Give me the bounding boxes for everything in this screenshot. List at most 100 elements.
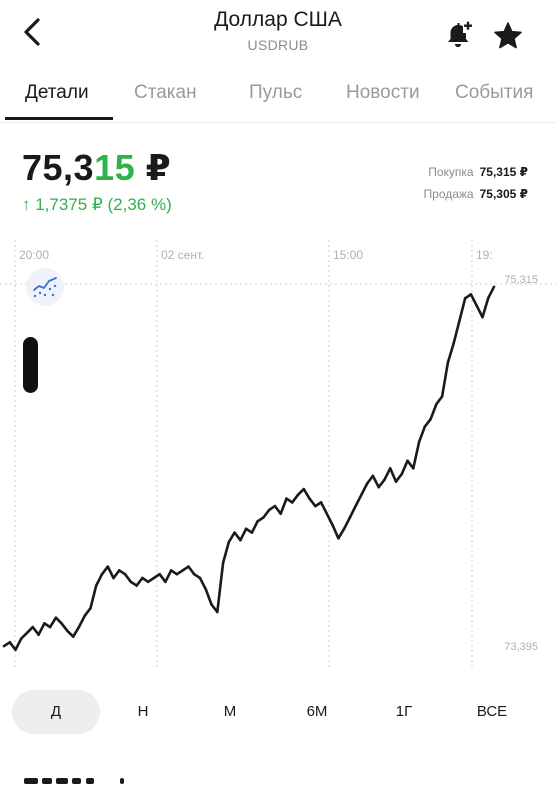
price-line-segment (71, 625, 81, 638)
price-chart[interactable]: 20:00 02 сент. 15:00 19: 75,315 73,395 (0, 240, 556, 670)
price-line-segment (239, 527, 248, 542)
price-line-segment (273, 504, 283, 516)
tab-details[interactable]: Детали (25, 82, 89, 103)
price-line-segment (429, 402, 438, 421)
buy-quote: Покупка 75,315 ₽ (428, 165, 528, 179)
price-line-segment (486, 285, 496, 300)
active-tab-indicator (5, 117, 113, 120)
x-tick-label: 15:00 (333, 248, 363, 262)
price-line-segment (342, 516, 352, 531)
tab-bar: Детали Стакан Пульс Новости События (0, 72, 556, 123)
period-month[interactable]: М (223, 703, 237, 720)
sell-quote: Продажа 75,305 ₽ (424, 187, 528, 201)
price-line-segment (469, 293, 479, 307)
period-6-months[interactable]: 6М (306, 703, 328, 720)
price-line-segment (371, 474, 381, 489)
price-line-segment (77, 614, 86, 629)
price-line-segment (48, 616, 58, 629)
price-line-segment (94, 572, 104, 587)
price-line-segment (60, 622, 69, 633)
back-chevron-icon[interactable] (18, 14, 48, 50)
price-chart-svg[interactable]: 20:00 02 сент. 15:00 19: 75,315 73,395 (0, 240, 556, 670)
price-line-segment (25, 625, 35, 635)
price-line-segment (89, 584, 98, 610)
price-line-segment (337, 527, 346, 540)
price-line-segment (198, 576, 208, 591)
x-tick-label: 02 сент. (161, 248, 204, 262)
period-week[interactable]: Н (137, 703, 149, 720)
sell-label: Продажа (423, 187, 474, 201)
price-line-segment (262, 508, 271, 519)
price-line-segment (106, 565, 115, 580)
price-line-segment (400, 459, 409, 476)
price-line-segment (233, 531, 242, 542)
price-line-segment (204, 587, 213, 606)
price-line-segment (354, 493, 363, 508)
price-block: 75,315 ₽ ↑ 1,7375 ₽ (2,36 %) Покупка 75,3… (0, 125, 556, 240)
price-line-segment (83, 606, 92, 618)
period-year[interactable]: 1Г (395, 703, 413, 720)
price-line-segment (135, 576, 144, 587)
header: Доллар США USDRUB (0, 0, 556, 70)
price-line-segment (458, 296, 467, 323)
x-tick-label: 20:00 (19, 248, 49, 262)
indicators-button[interactable] (26, 268, 64, 306)
price-line-segment (411, 440, 421, 470)
price-line-segment (37, 622, 46, 637)
price-line-segment (377, 478, 386, 489)
x-tick-label: 19: (476, 248, 493, 262)
price-main: 75,3 (22, 147, 95, 188)
price-line-segment (360, 482, 369, 497)
price-line-segment (319, 501, 329, 516)
price-line-segment (66, 629, 75, 638)
period-all[interactable]: ВСЕ (476, 703, 508, 720)
buy-value: 75,315 ₽ (479, 165, 528, 179)
price-highlight: 15 (94, 147, 136, 188)
tab-news[interactable]: Новости (346, 82, 420, 103)
price-line-segment (112, 569, 121, 580)
price-line-segment (446, 342, 455, 364)
tab-order-book[interactable]: Стакан (134, 82, 197, 103)
price-line-segment (325, 512, 334, 527)
cropped-section-heading (24, 770, 134, 800)
bell-plus-icon[interactable] (443, 20, 473, 50)
tab-pulse[interactable]: Пульс (249, 82, 303, 103)
price-currency: ₽ (135, 147, 172, 188)
price-line-segment (14, 637, 23, 652)
price-line-segment (388, 467, 398, 483)
price-line-segment (365, 474, 375, 485)
price-line-segment (475, 304, 484, 319)
price-line-segment (187, 565, 196, 576)
price-line-segment (435, 395, 444, 406)
sell-value: 75,305 ₽ (479, 187, 528, 201)
price-line-segment (440, 361, 450, 398)
chart-indicator-icon (33, 277, 57, 298)
price-line-segment (331, 523, 340, 540)
price-line-segment (158, 572, 167, 584)
price-line-segment (8, 640, 17, 652)
price-line-segment (54, 616, 63, 625)
price-line-segment (308, 497, 317, 508)
buy-label: Покупка (428, 165, 474, 179)
y-min-label: 73,395 (504, 641, 538, 653)
price-line-segment (290, 493, 300, 504)
price-line-segment (383, 467, 392, 481)
price-line-segment (302, 487, 311, 500)
current-price: 75,315 ₽ (22, 147, 171, 189)
ticker-label: USDRUB (247, 37, 309, 53)
star-icon[interactable] (492, 20, 524, 52)
price-line-segment (216, 561, 225, 614)
page-title: Доллар США (214, 8, 342, 31)
y-max-label: 75,315 (504, 274, 538, 286)
price-line-segment (452, 319, 461, 345)
price-line-segment (164, 569, 173, 584)
price-line-segment (31, 625, 40, 637)
price-line-segment (279, 497, 288, 516)
chart-side-handle[interactable] (23, 337, 38, 393)
price-line-segment (19, 631, 29, 640)
tab-events[interactable]: События (455, 82, 534, 103)
price-line-segment (100, 565, 110, 576)
price-change: ↑ 1,7375 ₽ (2,36 %) (22, 195, 172, 214)
period-day[interactable]: Д (12, 690, 100, 734)
price-line-segment (296, 487, 306, 497)
